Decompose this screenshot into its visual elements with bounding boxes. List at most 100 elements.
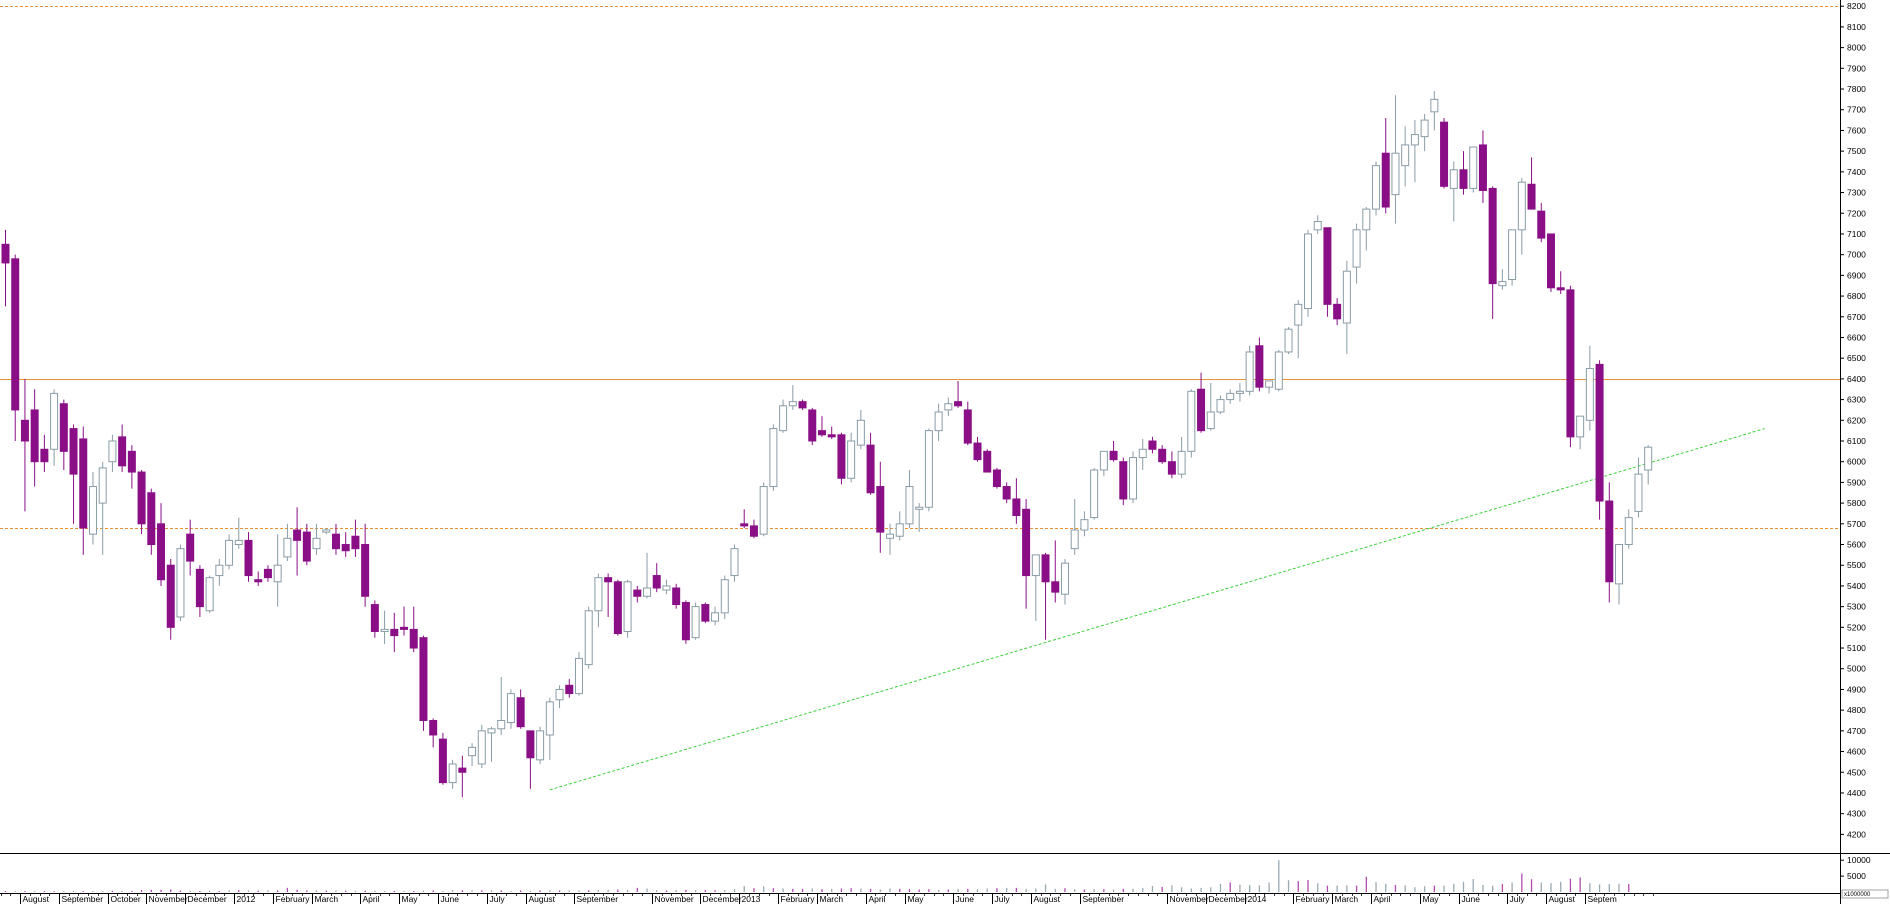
candle-body [254,579,263,583]
month-label: February [1296,894,1331,904]
candle-body [1527,183,1536,210]
candle-body [545,701,554,736]
price-tick-label: 7000 [1847,250,1866,260]
candle-body [536,730,545,761]
month-label: December [1209,894,1248,904]
candle-body [1585,368,1594,421]
candle-body [234,539,243,546]
candle-body [1546,233,1555,289]
candle-body [1303,233,1312,309]
candle-body [1265,380,1274,388]
candle-body [759,486,768,535]
volume-scale-label: x1000000 [1844,892,1871,898]
price-tick-label: 5000 [1847,664,1866,674]
candle-body [419,637,428,721]
month-label: April [869,894,886,904]
price-tick-label: 7700 [1847,105,1866,115]
candle-body [1284,328,1293,353]
month-label: October [111,894,141,904]
candle-body [20,419,29,442]
candle-body [905,486,914,525]
candle-body [847,440,856,479]
month-label: May [908,894,925,904]
candle-body [1342,270,1351,324]
candle-body [574,657,583,695]
candle-body [808,409,817,442]
candle-body [1410,134,1419,146]
price-tick-label: 5400 [1847,581,1866,591]
volume-tick-label: 10000 [1847,855,1871,865]
candle-body [263,568,272,579]
candle-body [98,467,107,504]
candle-body [186,533,195,562]
month-label: November [1170,894,1209,904]
candle-body [681,601,690,641]
candle-body [11,258,20,411]
candle-body [429,719,438,736]
candle-body [711,612,720,622]
candle-body [730,548,739,577]
price-tick-label: 7600 [1847,125,1866,135]
candle-body [1138,448,1147,459]
month-label: March [820,894,844,904]
candle-body [837,434,846,479]
candle-body [1,243,10,264]
price-tick-label: 4700 [1847,726,1866,736]
month-label: August [23,894,50,904]
candle-body [205,577,214,612]
month-label: August [529,894,556,904]
candle-body [1566,289,1575,438]
support-trendline [549,428,1765,791]
candle-body [438,738,447,784]
candle-body [215,564,224,577]
candle-body [273,564,282,583]
candle-body [322,529,331,533]
candle-body [594,577,603,612]
candle-body [1226,392,1235,401]
price-tick-label: 7900 [1847,63,1866,73]
candle-body [915,506,924,510]
candle-body [876,486,885,533]
candle-body [30,409,39,463]
candle-body [400,626,409,630]
month-label: December [188,894,227,904]
candle-body [779,405,788,432]
month-label: August [1034,894,1061,904]
month-label: June [441,894,460,904]
volume-bars [4,860,1630,892]
candle-body [59,403,68,452]
candle-body [1323,227,1332,305]
price-tick-label: 8200 [1847,1,1866,11]
candle-body [866,444,875,494]
price-tick-label: 4300 [1847,809,1866,819]
price-tick-label: 6000 [1847,457,1866,467]
candle-body [944,403,953,411]
candle-body [895,523,904,537]
candle-body [1401,144,1410,167]
price-tick-label: 8100 [1847,22,1866,32]
candle-body [691,606,700,639]
candle-body [118,436,127,467]
price-tick-label: 7500 [1847,146,1866,156]
candle-body [1235,390,1244,394]
month-label: September [62,894,104,904]
candle-body [1517,181,1526,231]
candle-body [652,575,661,589]
candle-body [643,587,652,597]
candle-body [623,581,632,632]
candle-body [448,763,457,784]
month-label: February [276,894,311,904]
candle-body [1051,581,1060,593]
candle-body [934,411,943,432]
price-tick-label: 4200 [1847,829,1866,839]
price-tick-label: 5500 [1847,560,1866,570]
volume-scale-box [1841,889,1889,899]
price-tick-label: 7300 [1847,188,1866,198]
price-tick-label: 6900 [1847,270,1866,280]
candle-body [1129,457,1138,500]
month-label: July [1510,894,1526,904]
candle-body [604,577,613,583]
candle-body [924,430,933,508]
candle-body [176,548,185,618]
